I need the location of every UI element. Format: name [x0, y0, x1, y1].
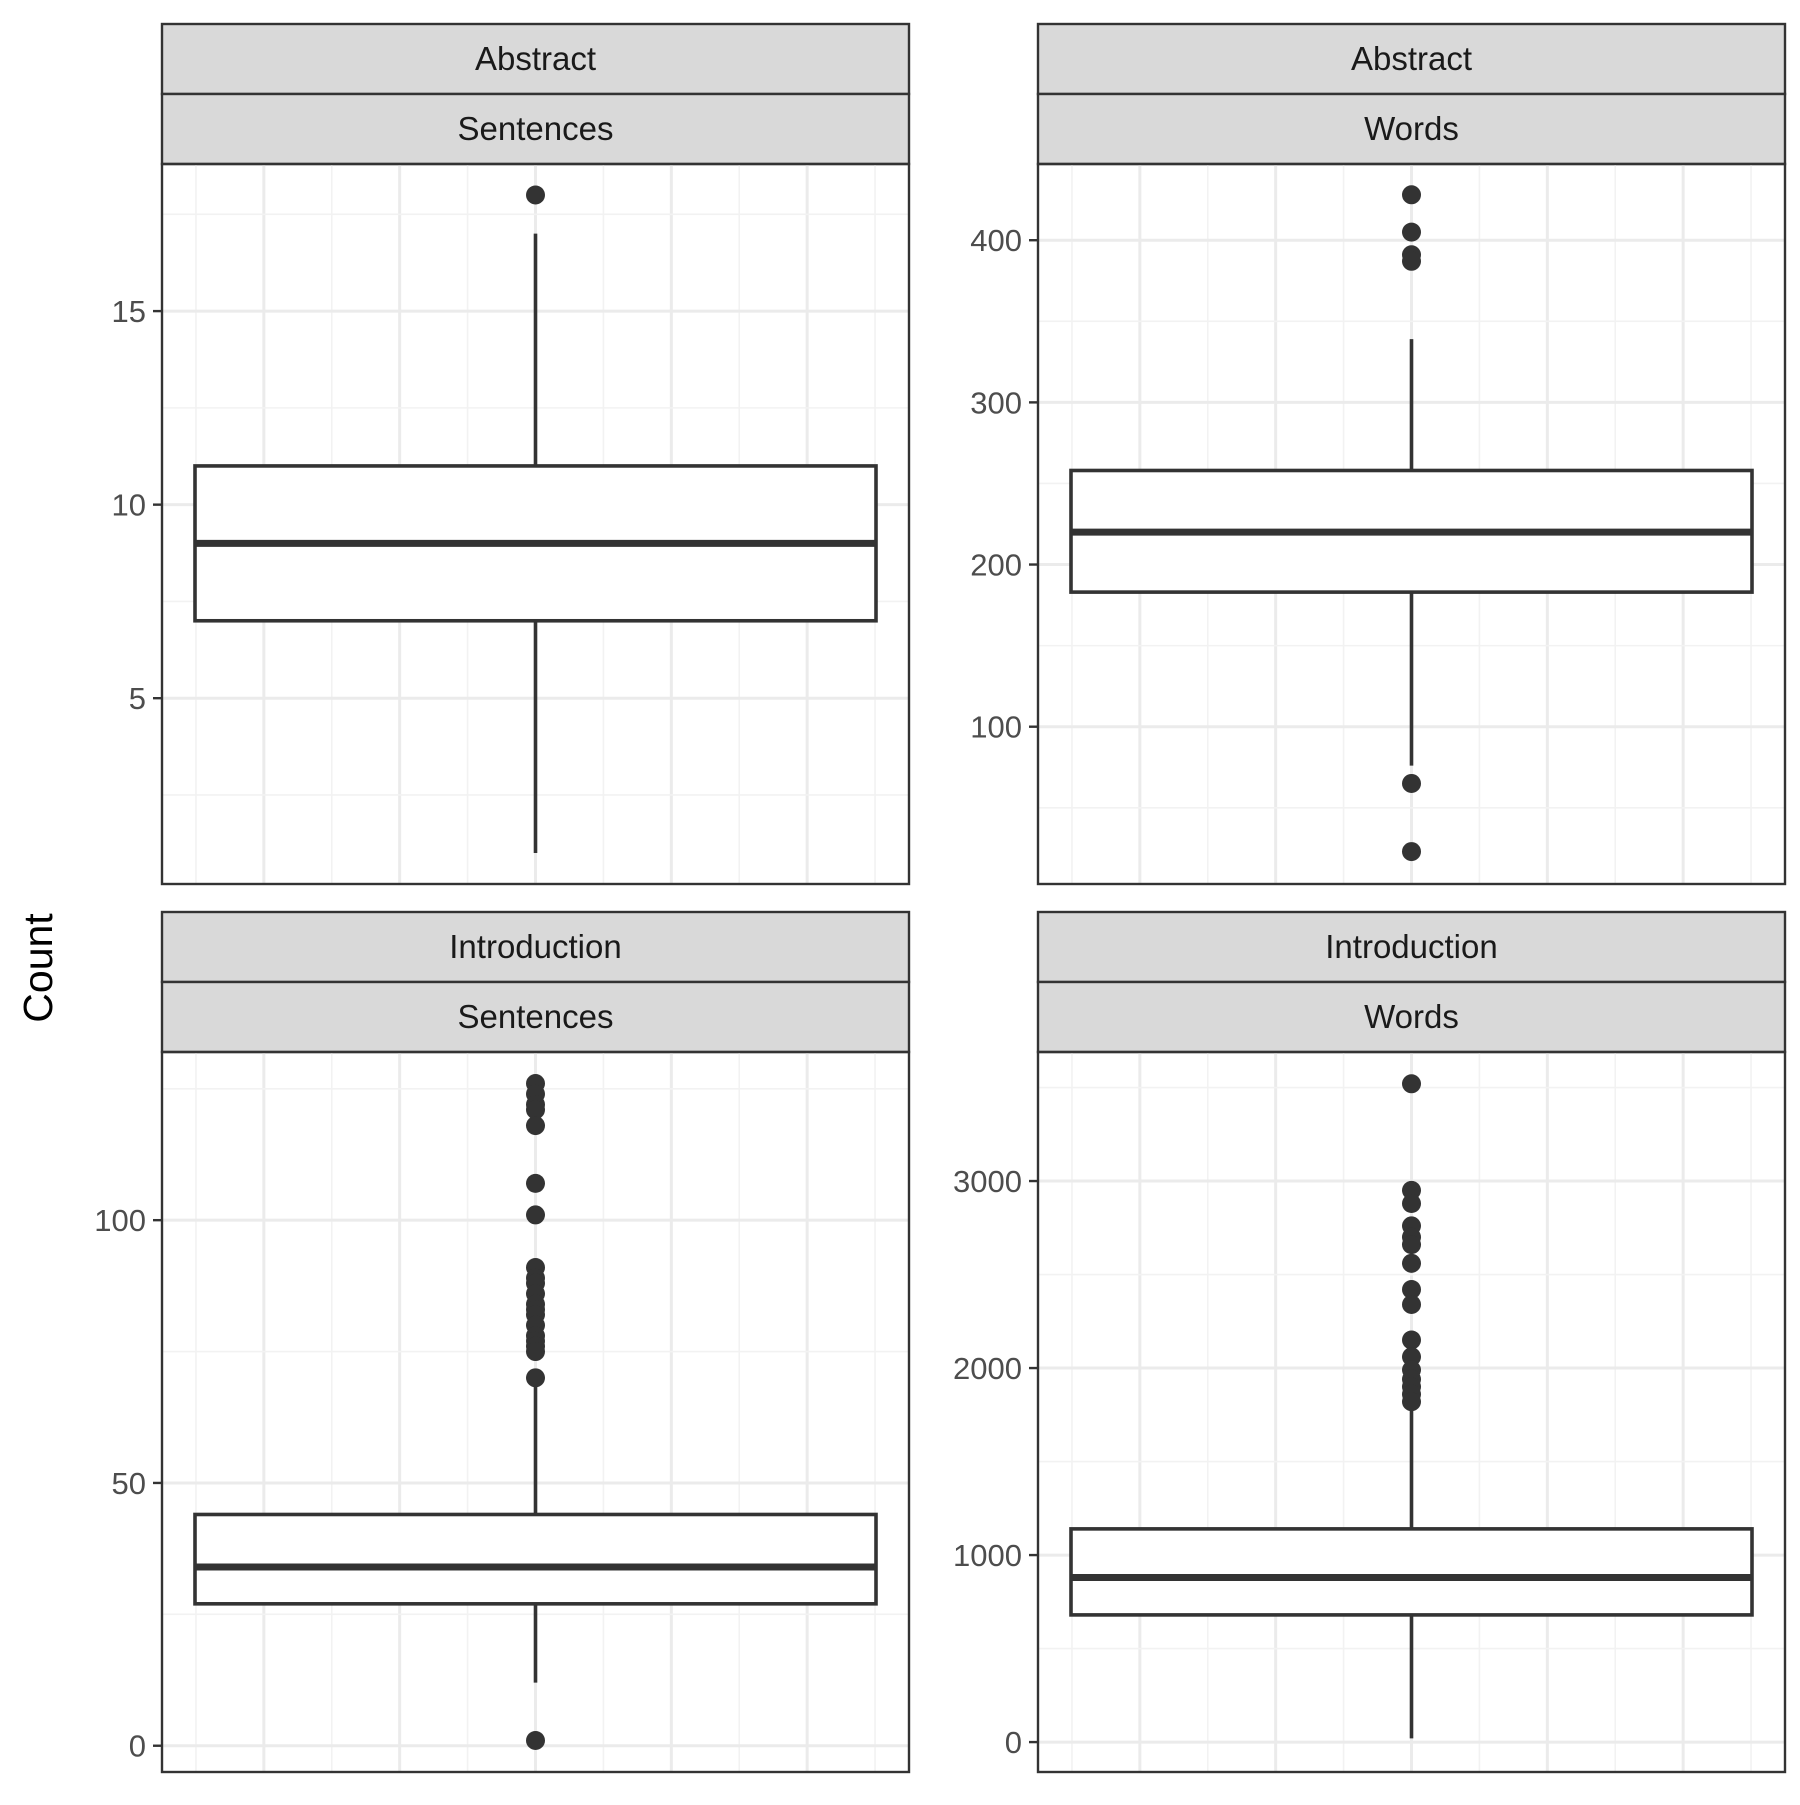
- strip-metric-label: Sentences: [458, 998, 614, 1035]
- outlier-point: [526, 1116, 545, 1136]
- outlier-point: [1402, 1294, 1421, 1314]
- y-tick-label: 400: [970, 223, 1022, 258]
- strip-metric-label: Words: [1364, 110, 1459, 147]
- outlier-point: [1402, 1330, 1421, 1350]
- interquartile-box: [1069, 1527, 1754, 1617]
- strip-section-label: Abstract: [1351, 40, 1472, 77]
- strip-section-box: [1036, 910, 1787, 984]
- outlier-point: [526, 1342, 545, 1362]
- strip-metric-box: [1036, 980, 1787, 1054]
- outlier-point: [1402, 1074, 1421, 1094]
- y-tick-label: 50: [112, 1466, 146, 1501]
- y-axis-title: Count: [15, 913, 61, 1023]
- y-tick-label: 200: [970, 548, 1022, 583]
- outlier-point: [526, 1205, 545, 1225]
- facet-panel-2: Abstract Words 100 200 300 400: [970, 22, 1787, 886]
- outlier-point: [1402, 251, 1421, 271]
- y-tick-label: 3000: [953, 1164, 1022, 1199]
- outlier-point: [1402, 1347, 1421, 1367]
- facet-panel-3: Introduction Sentences 0 50 100: [94, 910, 911, 1774]
- panel-border: [1036, 1050, 1787, 1774]
- panel-border: [1036, 162, 1787, 886]
- y-tick-label: 10: [112, 488, 146, 523]
- y-tick-label: 0: [129, 1729, 146, 1764]
- outlier-point: [526, 185, 545, 205]
- outlier-point: [1402, 185, 1421, 205]
- outlier-point: [1402, 842, 1421, 862]
- outlier-point: [1402, 1392, 1421, 1412]
- y-tick-label: 5: [129, 681, 146, 716]
- strip-metric-label: Sentences: [458, 110, 614, 147]
- strip-section-label: Introduction: [1325, 928, 1497, 965]
- outlier-point: [1402, 1235, 1421, 1255]
- strip-section-box: [1036, 22, 1787, 96]
- y-tick-label: 15: [112, 294, 146, 329]
- panel-border: [160, 1050, 911, 1774]
- facet-panel-4: Introduction Words 0 1000 2000 3000: [953, 910, 1787, 1774]
- strip-section-label: Introduction: [449, 928, 621, 965]
- outlier-point: [526, 1100, 545, 1120]
- strip-metric-label: Words: [1364, 998, 1459, 1035]
- y-tick-label: 300: [970, 385, 1022, 420]
- outlier-point: [526, 1730, 545, 1750]
- outlier-point: [526, 1368, 545, 1388]
- facet-panel-1: Abstract Sentences 5 10 15: [112, 22, 911, 886]
- y-tick-label: 2000: [953, 1351, 1022, 1386]
- outlier-point: [1402, 1180, 1421, 1200]
- y-tick-label: 100: [94, 1203, 146, 1238]
- facets-layer: Abstract Sentences 5 10 15 Abstract Words 100 20…: [94, 22, 1787, 1774]
- outlier-point: [526, 1173, 545, 1193]
- outlier-point: [1402, 1280, 1421, 1300]
- outlier-point: [1402, 1253, 1421, 1273]
- strip-section-box: [160, 22, 911, 96]
- outlier-point: [1402, 773, 1421, 793]
- interquartile-box: [193, 1512, 878, 1606]
- panel-border: [160, 162, 911, 886]
- y-tick-label: 100: [970, 710, 1022, 745]
- strip-section-box: [160, 910, 911, 984]
- outlier-point: [1402, 1193, 1421, 1213]
- strip-section-label: Abstract: [475, 40, 596, 77]
- strip-metric-box: [160, 92, 911, 166]
- y-tick-label: 1000: [953, 1538, 1022, 1573]
- outlier-point: [1402, 222, 1421, 242]
- strip-metric-box: [160, 980, 911, 1054]
- y-tick-label: 0: [1005, 1725, 1022, 1760]
